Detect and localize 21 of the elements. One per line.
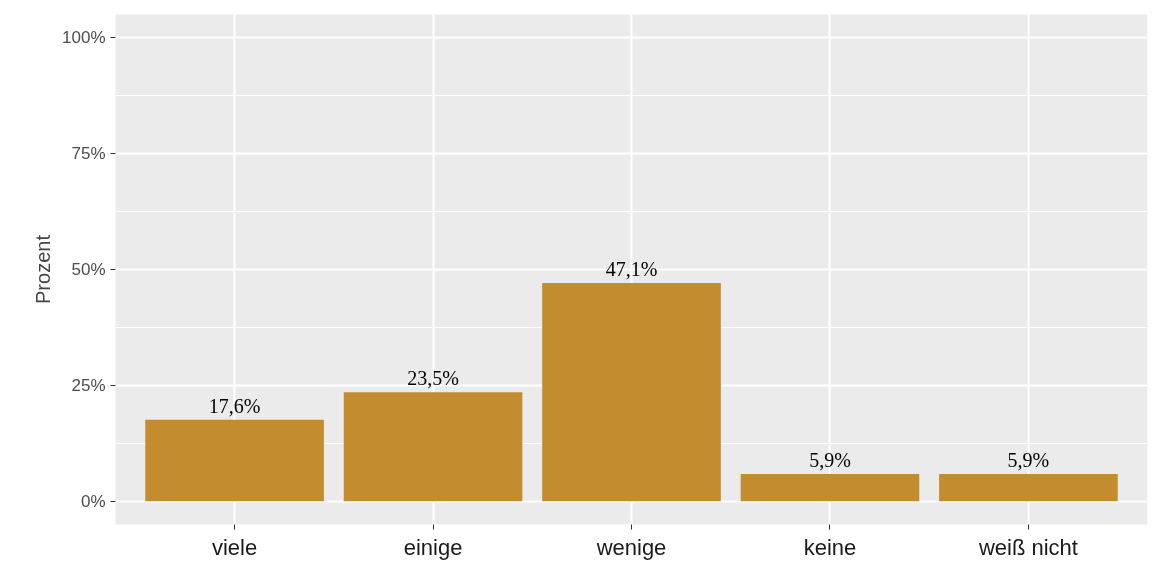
x-tick-label: viele [211, 534, 258, 560]
y-tick-label: 75% [71, 144, 106, 164]
data-label: 17,6% [208, 394, 261, 417]
data-label: 47,1% [605, 257, 658, 280]
data-label: 5,9% [809, 448, 851, 471]
bar [939, 473, 1118, 502]
data-label: 23,5% [407, 367, 459, 390]
bar [145, 419, 324, 502]
y-tick-label: 0% [80, 491, 106, 511]
bar [542, 282, 721, 502]
y-tick-label: 100% [62, 28, 106, 48]
x-tick-label: weiß nicht [977, 534, 1078, 560]
data-label: 5,9% [1007, 448, 1050, 471]
x-tick-label: einige [403, 534, 463, 560]
x-tick-label: keine [803, 534, 857, 560]
y-tick-label: 50% [71, 260, 106, 279]
y-tick-label: 25% [71, 375, 106, 395]
x-tick-label: wenige [595, 534, 667, 560]
y-axis-title: Prozent [32, 234, 55, 304]
bar [740, 473, 920, 502]
bar [343, 392, 523, 502]
